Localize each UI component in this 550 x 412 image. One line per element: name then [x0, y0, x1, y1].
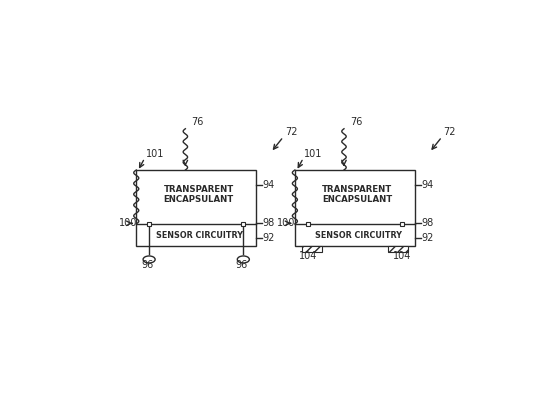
- Text: 98: 98: [263, 218, 275, 228]
- Text: 76: 76: [350, 117, 362, 127]
- Bar: [241, 222, 245, 226]
- Bar: [147, 222, 151, 226]
- Text: SENSOR CIRCUITRY: SENSOR CIRCUITRY: [156, 231, 243, 239]
- Text: 94: 94: [421, 180, 434, 190]
- Text: 101: 101: [145, 149, 164, 159]
- Text: 76: 76: [191, 117, 204, 127]
- Text: 96: 96: [141, 260, 153, 270]
- Text: TRANSPARENT
ENCAPSULANT: TRANSPARENT ENCAPSULANT: [322, 185, 392, 204]
- Bar: [301, 246, 322, 252]
- Text: 92: 92: [421, 233, 434, 243]
- Text: 72: 72: [285, 127, 297, 137]
- Text: 104: 104: [299, 251, 317, 261]
- Bar: [388, 246, 408, 252]
- Ellipse shape: [237, 256, 249, 263]
- Bar: [136, 170, 256, 246]
- Bar: [400, 222, 404, 226]
- Text: 98: 98: [421, 218, 434, 228]
- Text: 100: 100: [118, 218, 137, 228]
- Text: 94: 94: [263, 180, 275, 190]
- Text: 92: 92: [263, 233, 275, 243]
- Bar: [306, 222, 310, 226]
- Text: 96: 96: [235, 260, 248, 270]
- Ellipse shape: [143, 256, 155, 263]
- Text: TRANSPARENT
ENCAPSULANT: TRANSPARENT ENCAPSULANT: [163, 185, 234, 204]
- Text: 104: 104: [393, 251, 411, 261]
- Bar: [295, 170, 415, 246]
- Text: 72: 72: [443, 127, 456, 137]
- Text: 101: 101: [304, 149, 322, 159]
- Text: SENSOR CIRCUITRY: SENSOR CIRCUITRY: [315, 231, 402, 239]
- Text: 100: 100: [277, 218, 295, 228]
